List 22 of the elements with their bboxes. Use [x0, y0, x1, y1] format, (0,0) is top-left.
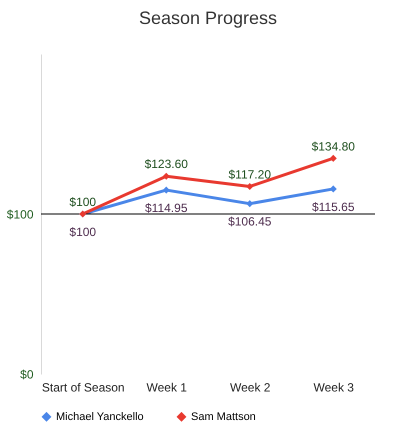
data-label: $114.95	[145, 201, 188, 216]
legend-label: Michael Yanckello	[56, 410, 144, 423]
chart-title: Season Progress	[138, 8, 278, 28]
data-label: $117.20	[228, 167, 272, 182]
point	[162, 172, 170, 180]
data-label: $106.45	[228, 214, 272, 229]
point	[246, 182, 254, 190]
point	[162, 186, 170, 194]
y-tick-label: $0	[20, 368, 34, 382]
point	[246, 200, 254, 208]
x-tick-label: Week 3	[314, 380, 354, 394]
point	[330, 185, 337, 192]
data-label: $100	[69, 225, 96, 239]
data-label: $123.60	[144, 157, 188, 172]
x-tick-label: Start of Season	[42, 380, 125, 394]
legend-label: Sam Mattson	[191, 410, 256, 423]
data-label: $134.80	[312, 139, 356, 154]
point	[330, 154, 337, 162]
x-tick-label: Week 1	[146, 380, 188, 394]
x-tick-label: Week 2	[230, 380, 271, 394]
data-label: $100	[69, 195, 96, 209]
data-label: $115.65	[312, 200, 355, 214]
